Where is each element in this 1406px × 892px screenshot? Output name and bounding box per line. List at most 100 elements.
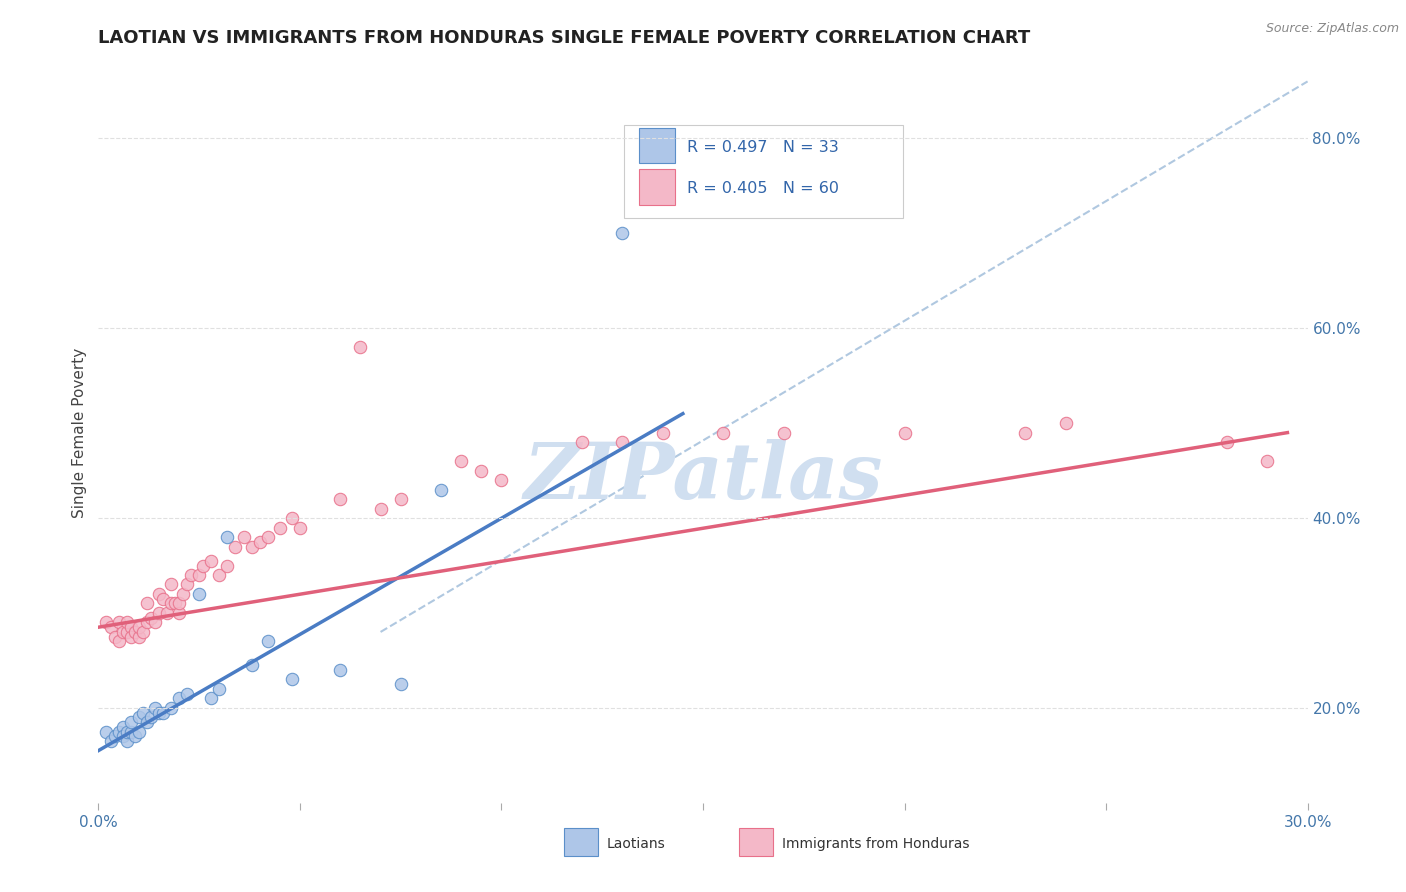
Text: R = 0.405   N = 60: R = 0.405 N = 60	[688, 181, 839, 196]
Point	[711, 425, 734, 440]
Point	[103, 730, 125, 744]
Point	[115, 734, 138, 748]
Point	[281, 673, 304, 687]
Point	[107, 634, 129, 648]
Point	[115, 624, 138, 639]
Point	[470, 464, 492, 478]
Point	[176, 577, 198, 591]
Point	[1256, 454, 1278, 468]
Point	[167, 691, 190, 706]
Point	[329, 491, 352, 506]
Point	[96, 724, 118, 739]
Text: R = 0.497   N = 33: R = 0.497 N = 33	[688, 139, 839, 154]
Point	[188, 568, 211, 582]
Point	[148, 706, 170, 720]
Point	[160, 597, 183, 611]
Point	[217, 558, 239, 573]
Point	[208, 568, 231, 582]
Point	[128, 724, 150, 739]
Point	[128, 630, 150, 644]
Point	[491, 473, 513, 487]
Point	[167, 606, 190, 620]
Point	[139, 611, 162, 625]
Point	[167, 597, 190, 611]
Point	[288, 520, 311, 534]
Point	[120, 630, 142, 644]
Point	[120, 715, 142, 730]
Point	[124, 730, 146, 744]
Point	[135, 615, 157, 630]
Text: Laotians: Laotians	[606, 837, 665, 850]
Point	[135, 597, 157, 611]
Point	[1014, 425, 1036, 440]
Point	[232, 530, 254, 544]
Point	[256, 530, 278, 544]
Point	[200, 691, 222, 706]
Point	[107, 724, 129, 739]
Point	[651, 425, 673, 440]
Point	[200, 554, 222, 568]
Point	[172, 587, 194, 601]
Point	[176, 687, 198, 701]
Bar	[564, 828, 598, 856]
Point	[103, 630, 125, 644]
Point	[111, 720, 134, 734]
Point	[160, 577, 183, 591]
Point	[120, 620, 142, 634]
Point	[152, 591, 174, 606]
Bar	[638, 169, 675, 205]
Point	[249, 534, 271, 549]
FancyBboxPatch shape	[624, 126, 903, 218]
Point	[571, 435, 593, 450]
Point	[156, 606, 179, 620]
Point	[163, 597, 186, 611]
Point	[188, 587, 211, 601]
Point	[217, 530, 239, 544]
Point	[135, 715, 157, 730]
Point	[450, 454, 472, 468]
Point	[224, 540, 246, 554]
Text: LAOTIAN VS IMMIGRANTS FROM HONDURAS SINGLE FEMALE POVERTY CORRELATION CHART: LAOTIAN VS IMMIGRANTS FROM HONDURAS SING…	[98, 29, 1031, 47]
Point	[115, 615, 138, 630]
Point	[111, 730, 134, 744]
Point	[107, 615, 129, 630]
Bar	[638, 128, 675, 163]
Point	[148, 606, 170, 620]
Point	[100, 620, 122, 634]
Point	[128, 710, 150, 724]
Y-axis label: Single Female Poverty: Single Female Poverty	[72, 348, 87, 517]
Point	[1054, 416, 1077, 430]
Text: Source: ZipAtlas.com: Source: ZipAtlas.com	[1265, 22, 1399, 36]
Point	[329, 663, 352, 677]
Point	[240, 658, 263, 673]
Point	[96, 615, 118, 630]
Point	[208, 681, 231, 696]
Point	[120, 724, 142, 739]
Point	[612, 435, 634, 450]
Point	[152, 706, 174, 720]
Point	[124, 624, 146, 639]
Point	[893, 425, 915, 440]
Point	[240, 540, 263, 554]
Point	[349, 340, 371, 354]
Point	[281, 511, 304, 525]
Point	[111, 624, 134, 639]
Point	[180, 568, 202, 582]
Point	[193, 558, 215, 573]
Bar	[740, 828, 773, 856]
Point	[160, 701, 183, 715]
Point	[115, 724, 138, 739]
Point	[256, 634, 278, 648]
Point	[430, 483, 453, 497]
Point	[370, 501, 392, 516]
Text: ZIPatlas: ZIPatlas	[523, 439, 883, 516]
Point	[269, 520, 291, 534]
Point	[143, 701, 166, 715]
Point	[772, 425, 794, 440]
Point	[100, 734, 122, 748]
Point	[389, 677, 412, 691]
Point	[1216, 435, 1239, 450]
Point	[132, 706, 155, 720]
Point	[139, 710, 162, 724]
Point	[132, 624, 155, 639]
